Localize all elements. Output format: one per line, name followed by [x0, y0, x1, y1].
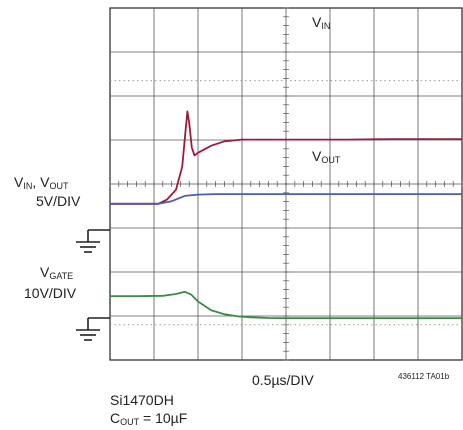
trace-vgate [110, 290, 462, 320]
scope-grid [109, 7, 463, 361]
cout-value: COUT = 10µF [110, 410, 188, 427]
vin-trace-label: VIN [312, 14, 331, 31]
trace-vin [110, 110, 462, 205]
trace-vout [110, 193, 462, 205]
vin-vout-channel-label: VIN, VOUT [14, 174, 69, 191]
vgate-channel-label: VGATE [40, 264, 74, 281]
time-scale-label: 0.5µs/DIV [252, 372, 314, 388]
figure-id: 436112 TA01b [398, 372, 450, 381]
scope-traces [110, 110, 462, 320]
vgate-scale-label: 10V/DIV [24, 285, 77, 301]
part-number: Si1470DH [110, 392, 174, 408]
vout-trace-label: VOUT [312, 148, 341, 165]
vin-vout-scale-label: 5V/DIV [36, 193, 81, 209]
ground-markers [76, 229, 110, 341]
